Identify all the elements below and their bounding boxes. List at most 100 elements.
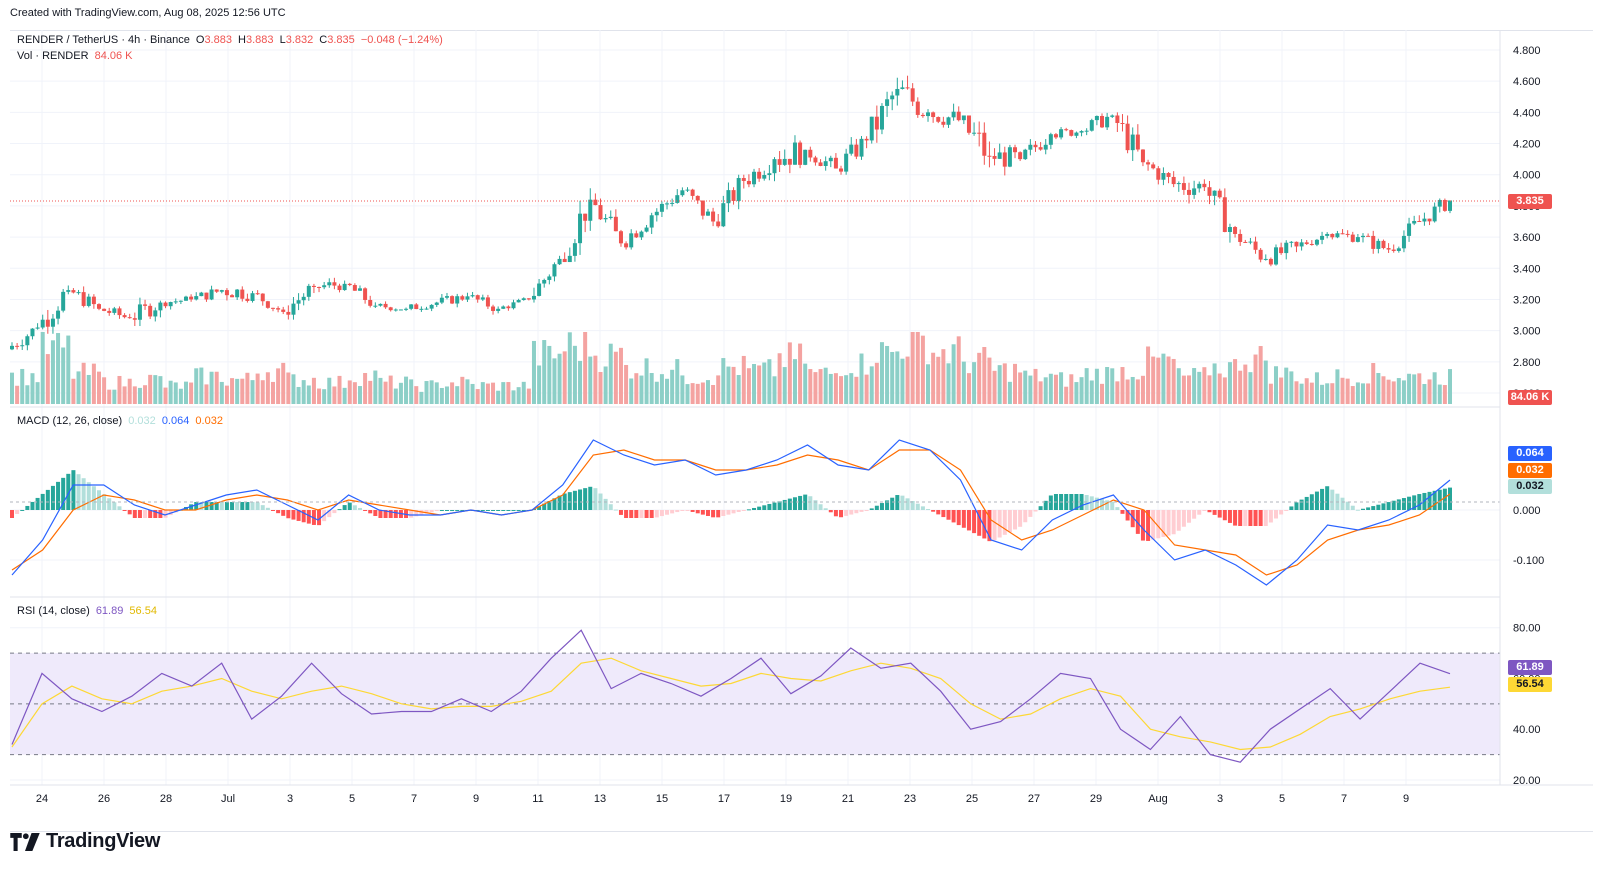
candle-body bbox=[572, 243, 577, 256]
macd-histogram-bar bbox=[1192, 510, 1197, 519]
candle-body bbox=[951, 111, 956, 118]
price-axis-tag: 3.835 bbox=[1508, 194, 1552, 209]
macd-histogram-bar bbox=[803, 494, 808, 510]
volume-bar bbox=[915, 332, 920, 404]
volume-bar bbox=[281, 362, 286, 404]
macd-line-value: 0.064 bbox=[161, 415, 190, 427]
macd-histogram-bar bbox=[1079, 494, 1084, 510]
macd-histogram-bar bbox=[230, 502, 235, 510]
volume-bar bbox=[644, 358, 649, 404]
macd-label[interactable]: MACD (12, 26, close) bbox=[17, 415, 123, 427]
macd-histogram-bar bbox=[1207, 510, 1212, 513]
macd-histogram-bar bbox=[1187, 510, 1192, 523]
candle-body bbox=[818, 162, 823, 166]
candle-body bbox=[61, 291, 66, 311]
candle-body bbox=[972, 132, 977, 134]
macd-histogram-bar bbox=[915, 503, 920, 510]
price-axis-label: 3.600 bbox=[1513, 232, 1541, 244]
macd-histogram-bar bbox=[787, 498, 792, 510]
volume-bar bbox=[890, 351, 895, 404]
macd-line bbox=[11, 439, 1451, 586]
symbol-label[interactable]: RENDER / TetherUS · 4h · Binance bbox=[17, 34, 190, 46]
macd-histogram-bar bbox=[874, 505, 879, 510]
tradingview-logo[interactable]: TradingView bbox=[10, 830, 160, 853]
candle-body bbox=[1053, 134, 1058, 138]
candle-body bbox=[107, 310, 112, 313]
macd-histogram-bar bbox=[1222, 510, 1227, 521]
volume-bar bbox=[414, 386, 419, 404]
candle-body bbox=[1094, 115, 1099, 121]
macd-histogram-bar bbox=[1151, 510, 1156, 540]
candle-body bbox=[1130, 134, 1135, 151]
candle-body bbox=[127, 317, 132, 319]
macd-histogram-bar bbox=[1401, 498, 1406, 510]
candle-body bbox=[10, 345, 14, 350]
volume-bar bbox=[547, 345, 552, 404]
volume-bar bbox=[552, 358, 557, 404]
candle-body bbox=[1376, 240, 1381, 249]
volume-bar bbox=[1345, 378, 1350, 404]
macd-histogram-bar bbox=[317, 510, 322, 526]
candle-body bbox=[404, 308, 409, 310]
macd-histogram-bar bbox=[434, 510, 439, 511]
volume-bar bbox=[56, 333, 61, 404]
time-axis-label: 5 bbox=[1279, 793, 1285, 805]
volume-bar bbox=[618, 347, 623, 404]
macd-histogram-bar bbox=[1100, 499, 1105, 510]
macd-histogram-bar bbox=[823, 508, 828, 510]
open-value: 3.883 bbox=[204, 34, 232, 46]
volume-bar bbox=[1100, 383, 1105, 404]
macd-histogram-bar bbox=[634, 510, 639, 518]
volume-label[interactable]: Vol · RENDER bbox=[17, 50, 89, 62]
volume-bar bbox=[578, 360, 583, 404]
volume-bar bbox=[1248, 372, 1253, 404]
volume-bar bbox=[567, 332, 572, 404]
volume-bar bbox=[373, 370, 378, 404]
rsi-label[interactable]: RSI (14, close) bbox=[17, 605, 90, 617]
candle-body bbox=[613, 216, 618, 232]
macd-histogram-bar bbox=[224, 502, 229, 510]
macd-histogram-bar bbox=[1361, 508, 1366, 510]
candle-body bbox=[629, 233, 634, 248]
volume-bar bbox=[992, 370, 997, 404]
candle-body bbox=[199, 292, 204, 297]
macd-histogram-bar bbox=[378, 510, 383, 518]
volume-bar bbox=[1253, 354, 1258, 404]
volume-bar bbox=[352, 382, 357, 404]
candle-body bbox=[926, 112, 931, 117]
macd-histogram-bar bbox=[352, 505, 357, 510]
candle-body bbox=[1028, 144, 1033, 150]
macd-histogram-bar bbox=[1258, 510, 1263, 526]
macd-histogram-bar bbox=[700, 510, 705, 515]
macd-histogram-bar bbox=[327, 510, 332, 518]
candle-body bbox=[665, 203, 670, 205]
candle-body bbox=[1448, 200, 1452, 211]
candle-body bbox=[1284, 242, 1289, 254]
candle-body bbox=[501, 306, 506, 309]
candle-body bbox=[235, 289, 240, 298]
volume-bar bbox=[1442, 385, 1447, 404]
macd-histogram-bar bbox=[1366, 507, 1371, 510]
volume-bar bbox=[700, 382, 705, 404]
macd-histogram-bar bbox=[982, 510, 987, 539]
volume-bar bbox=[1110, 368, 1115, 404]
candle-body bbox=[1171, 176, 1176, 185]
macd-histogram-bar bbox=[547, 501, 552, 510]
candle-body bbox=[76, 292, 81, 294]
candle-body bbox=[20, 345, 25, 347]
candle-body bbox=[373, 305, 378, 307]
volume-bar bbox=[972, 362, 977, 404]
volume-bar bbox=[1207, 375, 1212, 404]
volume-bar bbox=[209, 371, 214, 404]
volume-bar bbox=[1371, 363, 1376, 404]
macd-histogram-bar bbox=[992, 510, 997, 541]
volume-bar bbox=[629, 378, 634, 404]
volume-bar bbox=[926, 364, 931, 404]
candle-body bbox=[716, 221, 721, 227]
candle-body bbox=[864, 138, 869, 141]
candle-body bbox=[301, 296, 306, 301]
macd-signal-value: 0.032 bbox=[195, 415, 223, 427]
macd-histogram-bar bbox=[235, 502, 240, 510]
macd-histogram-bar bbox=[71, 470, 76, 510]
